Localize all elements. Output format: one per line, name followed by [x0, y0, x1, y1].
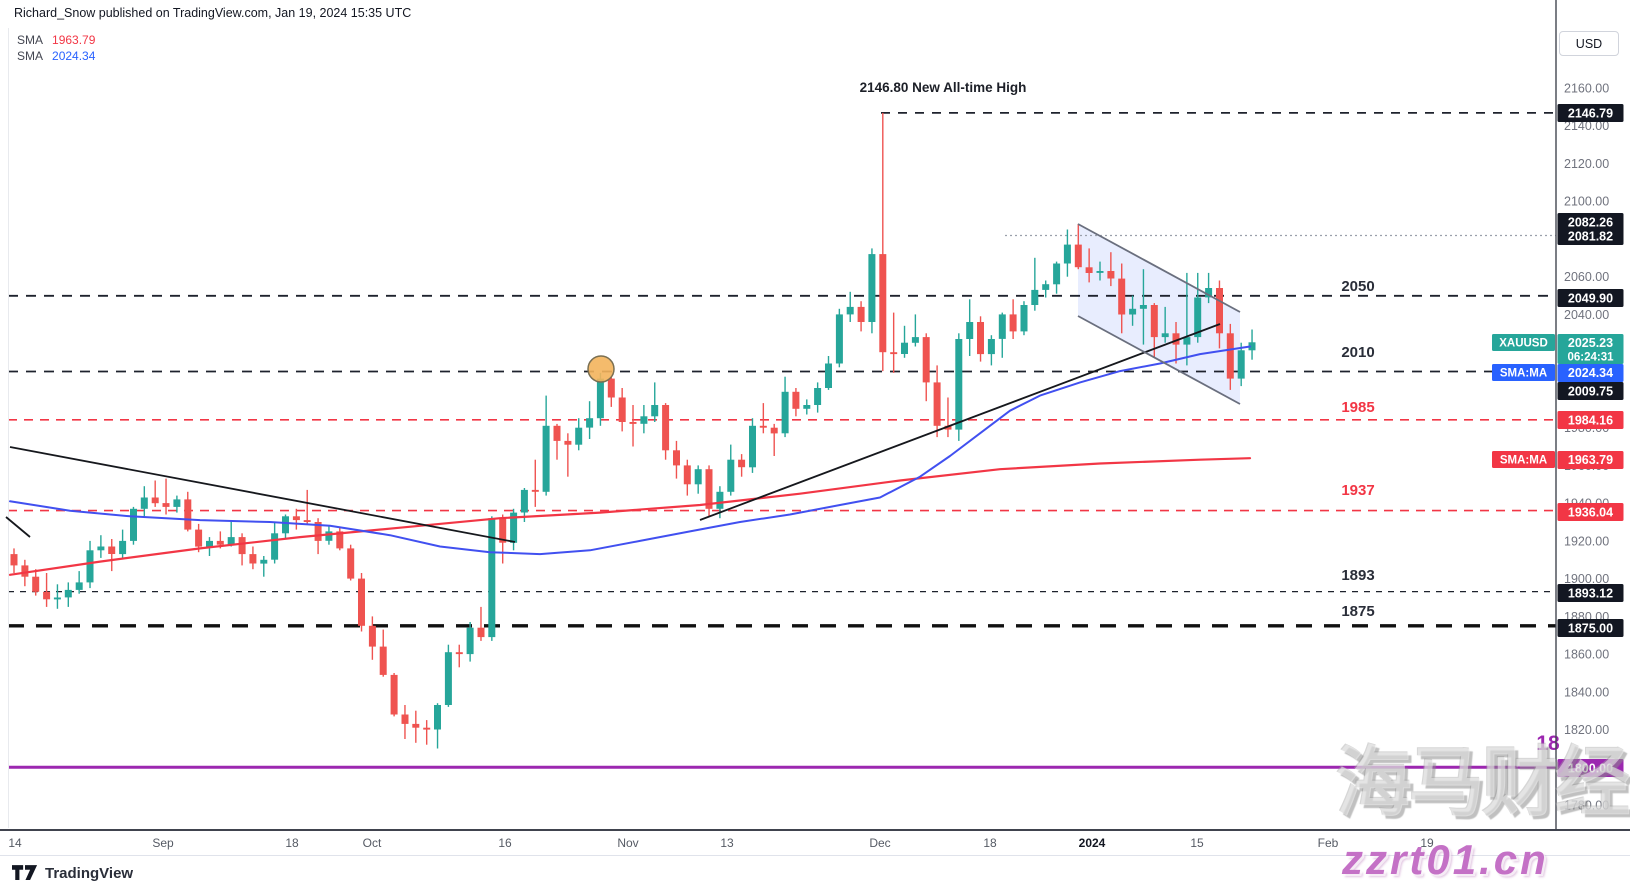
svg-text:2024.34: 2024.34	[1568, 366, 1613, 380]
currency-selector-button[interactable]: USD	[1559, 31, 1619, 56]
price-badge	[1557, 213, 1624, 231]
sma-fast-line[interactable]	[9, 345, 1251, 556]
svg-text:1800.00: 1800.00	[1568, 762, 1613, 776]
price-badge	[1557, 104, 1624, 122]
svg-text:2081.82: 2081.82	[1568, 230, 1613, 244]
price-badge	[1557, 503, 1624, 521]
svg-text:SMA:MA: SMA:MA	[1500, 368, 1547, 380]
level-annotation-2050: 2050	[1341, 278, 1374, 295]
price-tick: 1780.00	[1564, 799, 1609, 813]
level-annotation-18: 18	[1536, 732, 1560, 755]
price-chart-canvas[interactable]: 2146.80 New All-time High 2050 2010 1985 193…	[0, 0, 1630, 829]
price-badge	[1557, 584, 1624, 602]
svg-text:2049.90: 2049.90	[1568, 292, 1613, 306]
price-badge	[1557, 227, 1624, 245]
legend-sma-slow[interactable]: SMA 1963.79	[17, 33, 95, 47]
price-tick: 1920.00	[1564, 534, 1609, 548]
descending-channel-fill[interactable]	[1078, 224, 1240, 404]
price-badge	[1557, 289, 1624, 307]
time-axis-label: Sep	[152, 836, 174, 850]
level-annotation-1985: 1985	[1341, 399, 1374, 416]
price-tick: 1860.00	[1564, 648, 1609, 662]
price-tick: 1900.00	[1564, 572, 1609, 586]
level-annotation-1875: 1875	[1341, 603, 1374, 620]
sma-fast-value: 2024.34	[52, 49, 96, 63]
resistance-line-left[interactable]	[9, 446, 516, 543]
sma-slow-line[interactable]	[8, 457, 1252, 576]
badge-flag	[1492, 334, 1555, 351]
time-axis-label: 19	[1420, 836, 1434, 850]
footer-bar: TradingView	[0, 855, 1630, 891]
time-axis[interactable]: 14 Sep 18 Oct 16 Nov 13 Dec 18 2024 15 Feb 19	[0, 829, 1630, 855]
publish-attribution: Richard_Snow published on TradingView.co…	[14, 6, 412, 20]
price-tick: 2120.00	[1564, 157, 1609, 171]
level-annotation-1893: 1893	[1341, 567, 1374, 584]
price-badge	[1557, 619, 1624, 637]
ascending-trendline[interactable]	[699, 323, 1221, 521]
price-tick: 1820.00	[1564, 723, 1609, 737]
price-tick: 2160.00	[1564, 82, 1609, 96]
channel-lower-border[interactable]	[1077, 315, 1241, 405]
legend-sma-fast[interactable]: SMA 2024.34	[17, 49, 95, 63]
time-axis-label: Dec	[869, 836, 891, 850]
trendlines[interactable]	[5, 223, 1241, 543]
sma-label: SMA	[17, 33, 44, 47]
time-axis-label: 15	[1190, 836, 1204, 850]
time-axis-label: 13	[720, 836, 734, 850]
price-badge	[1557, 382, 1624, 400]
svg-text:2082.26: 2082.26	[1568, 216, 1613, 230]
time-axis-label: 18	[983, 836, 997, 850]
svg-text:2009.75: 2009.75	[1568, 385, 1613, 399]
price-tick: 2100.00	[1564, 195, 1609, 209]
sma-slow-value: 1963.79	[52, 33, 96, 47]
svg-text:1893.12: 1893.12	[1568, 587, 1613, 601]
svg-text:2025.23: 2025.23	[1568, 336, 1613, 350]
price-tick: 1840.00	[1564, 685, 1609, 699]
horizontal-levels[interactable]	[8, 112, 1556, 769]
time-axis-label: Nov	[617, 836, 639, 850]
badge-flag	[1492, 364, 1555, 381]
time-axis-label: 2024	[1078, 836, 1106, 850]
svg-text:1936.04: 1936.04	[1568, 506, 1613, 520]
svg-text:2146.79: 2146.79	[1568, 107, 1613, 121]
short-line-left[interactable]	[5, 516, 31, 538]
price-badge	[1557, 759, 1624, 777]
time-axis-label: 18	[285, 836, 299, 850]
price-tick: 2040.00	[1564, 308, 1609, 322]
ath-annotation: 2146.80 New All-time High	[860, 80, 1027, 95]
price-axis[interactable]: 2160.00 2140.00 2120.00 2100.00 2060.00 2040.…	[1492, 0, 1624, 829]
level-annotation-2010: 2010	[1341, 344, 1374, 361]
price-tick: 2140.00	[1564, 119, 1609, 133]
time-axis-label: 14	[8, 836, 22, 850]
sma-label: SMA	[17, 49, 44, 63]
svg-text:06:24:31: 06:24:31	[1567, 352, 1614, 364]
channel-upper-border[interactable]	[1077, 223, 1241, 313]
price-badge	[1557, 411, 1624, 429]
svg-text:1963.79: 1963.79	[1568, 453, 1613, 467]
tradingview-brand-text[interactable]: TradingView	[45, 865, 134, 882]
time-axis-label: Feb	[1317, 836, 1339, 850]
svg-text:1875.00: 1875.00	[1568, 622, 1613, 636]
circle-marker[interactable]	[587, 355, 615, 383]
level-annotation-1937: 1937	[1341, 482, 1374, 499]
svg-text:XAUUSD: XAUUSD	[1499, 338, 1548, 350]
svg-text:1984.16: 1984.16	[1568, 414, 1613, 428]
price-tick: 2060.00	[1564, 270, 1609, 284]
time-axis-label: 16	[498, 836, 512, 850]
svg-text:SMA:MA: SMA:MA	[1500, 455, 1547, 467]
badge-flag	[1492, 451, 1555, 468]
price-badge	[1557, 451, 1624, 469]
candles	[10, 112, 1256, 749]
price-badge	[1557, 364, 1624, 382]
time-axis-label: Oct	[362, 836, 382, 850]
tradingview-logo-icon[interactable]	[12, 865, 38, 882]
price-badge	[1557, 334, 1624, 364]
